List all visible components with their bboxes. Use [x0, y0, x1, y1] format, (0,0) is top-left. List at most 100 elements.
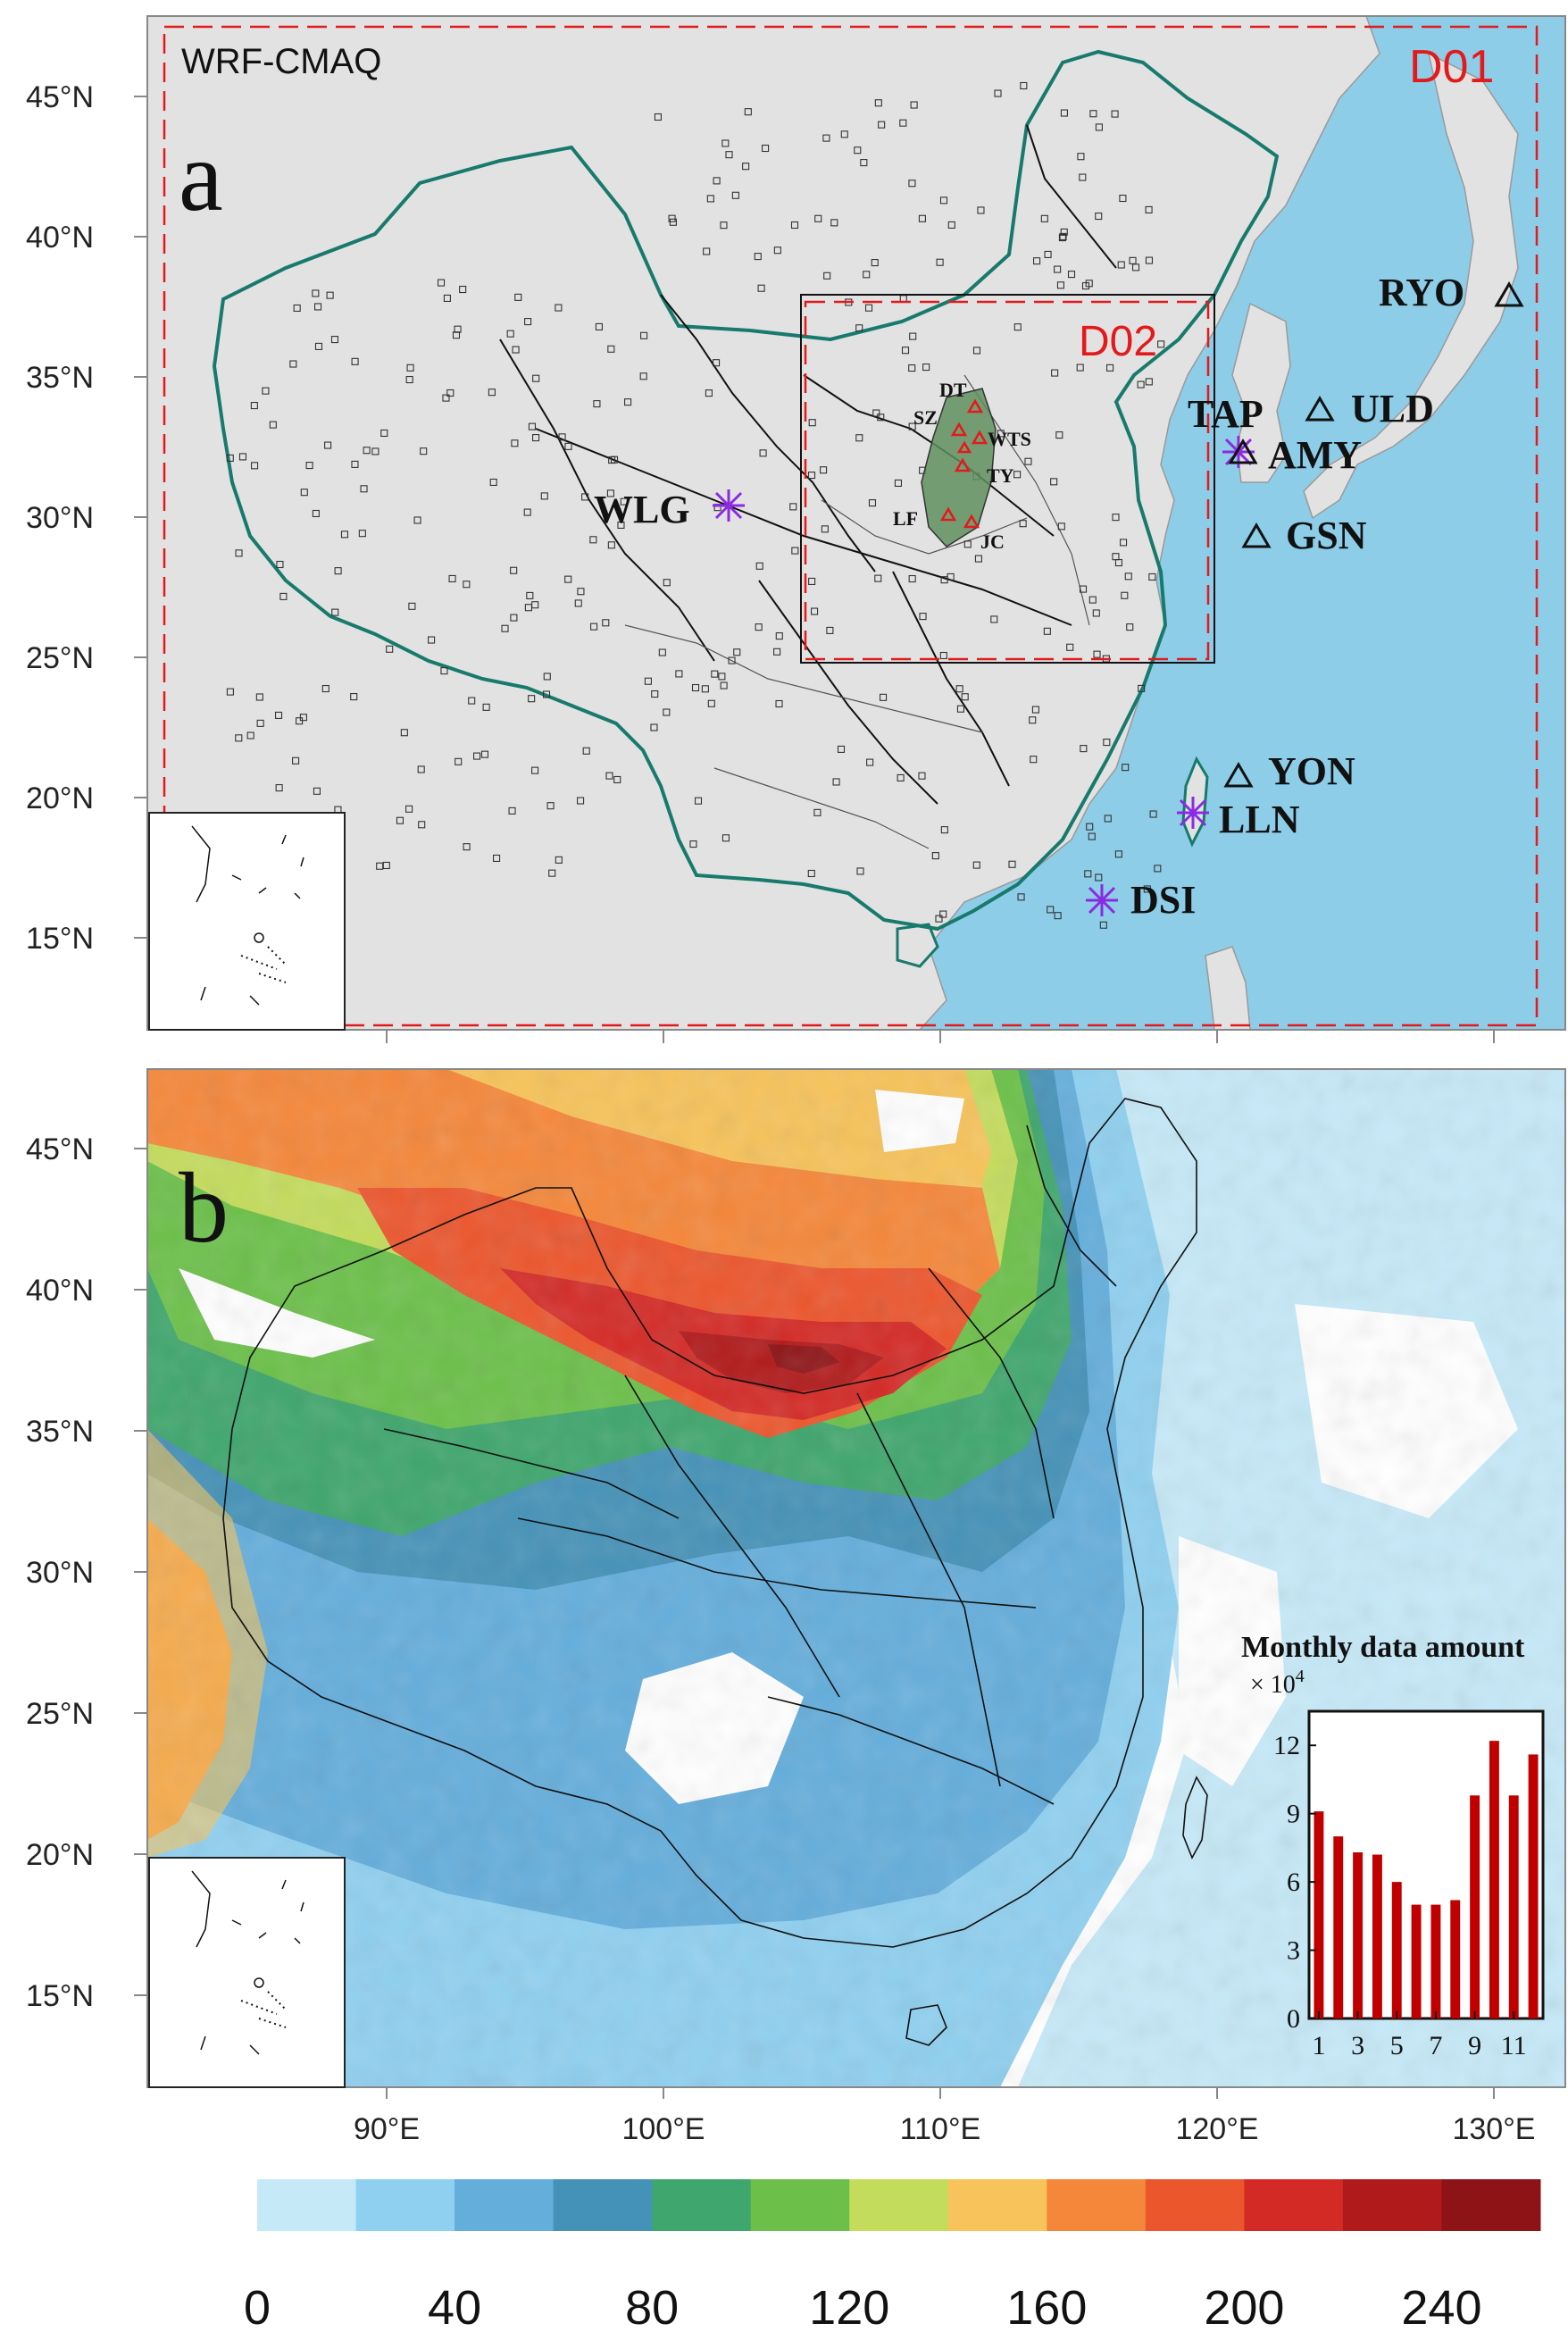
site-square [386, 645, 394, 653]
colorbar [257, 2179, 1541, 2231]
site-square [351, 460, 359, 468]
site-square [1085, 280, 1093, 288]
longitude-label: 120°E [1175, 2112, 1258, 2146]
site-square [733, 648, 741, 656]
site-square [1124, 572, 1132, 581]
site-square [1103, 739, 1111, 747]
chart-bar [1489, 1741, 1499, 2018]
site-square [922, 364, 930, 372]
site-square [1092, 609, 1100, 617]
domain-d02-box [804, 300, 1210, 661]
site-square [1126, 623, 1134, 631]
site-square [406, 364, 414, 372]
site-square [1033, 257, 1041, 265]
site-square [755, 623, 763, 631]
station-label-lln: LLN [1219, 798, 1300, 841]
site-square [1067, 271, 1076, 279]
colorbar-swatch [947, 2179, 1047, 2231]
site-square [939, 651, 947, 660]
station-markers [713, 281, 1524, 916]
latitude-label: 45°N [26, 1132, 94, 1166]
site-square [1157, 340, 1165, 348]
site-square [448, 574, 456, 582]
site-square [326, 291, 334, 299]
site-square [1149, 810, 1157, 818]
latitude-label: 15°N [26, 922, 94, 956]
site-square [463, 581, 471, 589]
site-square [235, 549, 243, 557]
site-square [1050, 478, 1058, 486]
site-square [955, 685, 963, 693]
colorbar-swatch [849, 2179, 949, 2231]
site-square [744, 108, 752, 116]
site-square [908, 422, 916, 430]
site-square [1086, 823, 1094, 831]
site-square [250, 402, 258, 410]
panel-b-letter: b [179, 1153, 229, 1264]
latitude-label: 45°N [26, 80, 94, 114]
site-square [1154, 865, 1162, 873]
site-square [396, 816, 405, 824]
site-square [651, 689, 659, 698]
site-square [292, 756, 300, 765]
site-square [1095, 212, 1103, 221]
site-square [526, 591, 534, 599]
site-square [1029, 716, 1037, 724]
site-square [440, 667, 448, 675]
site-square [452, 331, 461, 339]
chart-title: Monthly data amount [1241, 1631, 1525, 1664]
site-square [577, 588, 585, 596]
site-square [640, 331, 648, 339]
site-square [340, 531, 349, 539]
site-square [564, 442, 572, 450]
latitude-label: 25°N [26, 1697, 94, 1731]
site-square [691, 683, 700, 692]
chart-scale-base: × 10 [1250, 1671, 1296, 1699]
latitude-label: 15°N [26, 1979, 94, 2013]
site-square [312, 289, 320, 297]
shanxi-label-dt: DT [939, 379, 967, 401]
site-square [1145, 256, 1154, 264]
site-square [574, 599, 582, 607]
site-square [546, 802, 555, 810]
site-square [908, 180, 916, 188]
site-square [997, 430, 1005, 438]
site-square [417, 765, 425, 773]
site-square [506, 330, 514, 338]
longitude-label: 90°E [354, 2112, 420, 2146]
site-square [1095, 123, 1103, 131]
site-square [1089, 110, 1097, 118]
site-square [620, 497, 628, 506]
site-square [789, 503, 797, 511]
site-square [489, 478, 497, 487]
site-square [1119, 194, 1127, 203]
site-square [380, 429, 388, 438]
chart-bar [1333, 1836, 1344, 2018]
site-square [790, 221, 799, 230]
site-square [669, 218, 677, 226]
site-square [639, 372, 647, 380]
site-square [1054, 265, 1062, 273]
site-square [1121, 591, 1129, 599]
site-square [832, 778, 840, 786]
site-square [296, 717, 304, 725]
site-square [775, 699, 783, 708]
site-square [543, 673, 551, 681]
chart-bar [1314, 1811, 1324, 2018]
site-square [935, 915, 943, 923]
site-square [931, 852, 939, 860]
site-square [371, 447, 379, 455]
site-square [826, 626, 834, 634]
site-square [728, 656, 736, 664]
panel-b-latitude-labels: 45°N 40°N 35°N 30°N 25°N 20°N 15°N [26, 1132, 147, 2013]
star-marker-wlg [713, 489, 745, 522]
site-square [275, 784, 283, 792]
panel-b-boundaries [222, 1098, 1208, 2046]
site-square [437, 279, 446, 287]
site-square [864, 304, 873, 312]
site-square [908, 574, 916, 583]
site-square [990, 615, 998, 623]
domain-d02-outer-box [800, 294, 1215, 664]
colorbar-swatch [553, 2179, 653, 2231]
site-square [807, 869, 815, 878]
